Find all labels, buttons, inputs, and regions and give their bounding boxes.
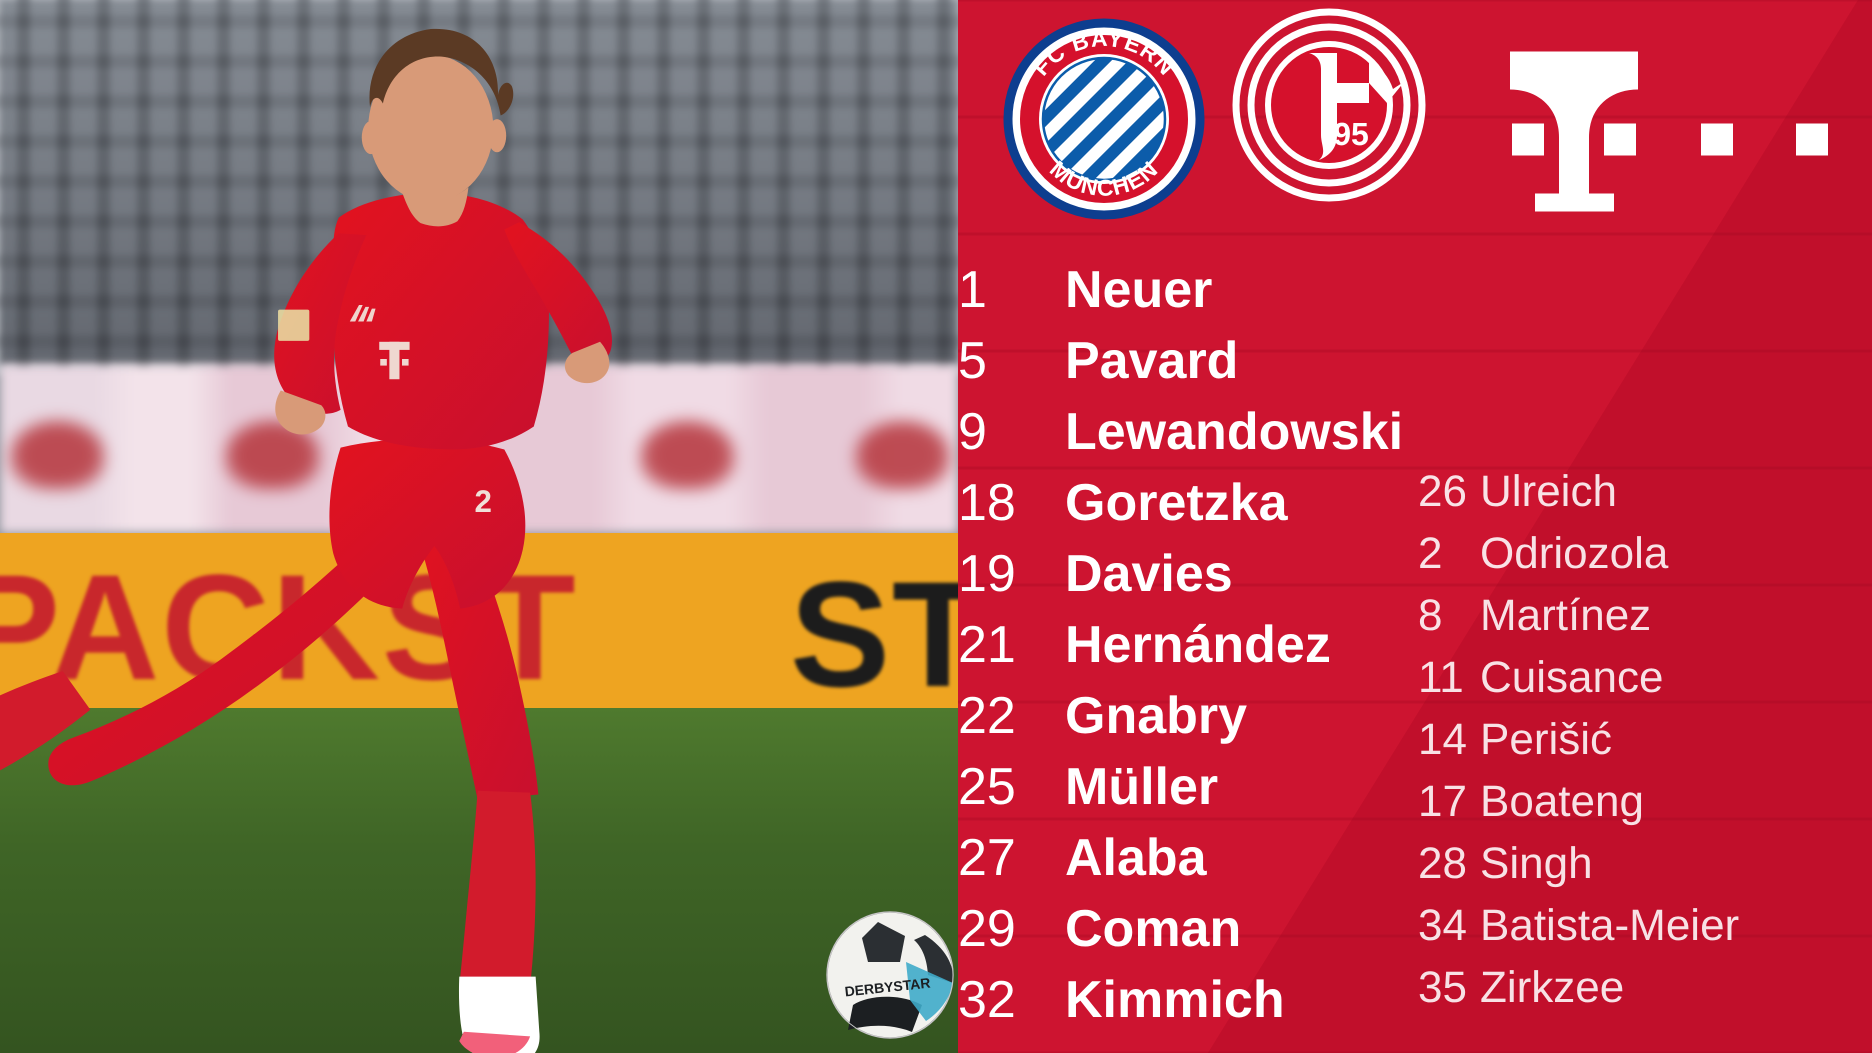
svg-text:2: 2 [474,484,491,519]
svg-text:95: 95 [1333,116,1369,152]
